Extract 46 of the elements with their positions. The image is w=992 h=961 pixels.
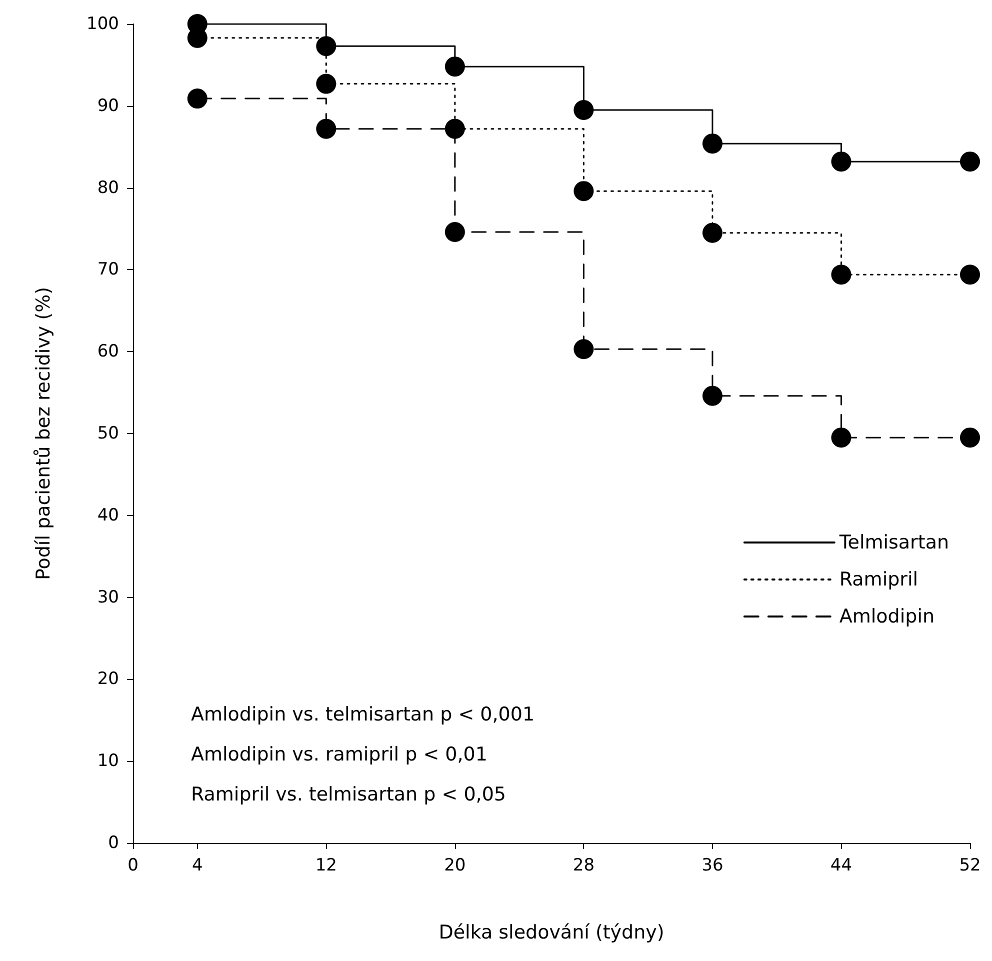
point bbox=[574, 100, 594, 120]
point bbox=[444, 222, 465, 242]
point bbox=[831, 428, 852, 448]
point bbox=[960, 264, 980, 285]
y-tick-label: 20 bbox=[97, 669, 119, 690]
point bbox=[316, 36, 336, 56]
point bbox=[316, 74, 336, 94]
legend-label: Ramipril bbox=[839, 568, 918, 590]
y-tick-label: 40 bbox=[97, 505, 119, 526]
y-tick-label: 90 bbox=[97, 96, 119, 116]
x-tick-label: 52 bbox=[959, 856, 981, 876]
x-axis-title: Délka sledování (týdny) bbox=[438, 922, 664, 944]
annotation: Amlodipin vs. telmisartan p < 0,001 bbox=[191, 704, 535, 726]
point bbox=[702, 222, 722, 243]
point bbox=[831, 264, 852, 285]
y-axis-title: Podíl pacientů bez recidivy (%) bbox=[32, 286, 54, 580]
x-tick-label: 0 bbox=[128, 856, 138, 876]
point bbox=[831, 152, 852, 172]
point bbox=[574, 181, 594, 202]
legend-label: Telmisartan bbox=[838, 532, 950, 554]
x-tick-label: 36 bbox=[702, 856, 724, 876]
x-tick-label: 20 bbox=[444, 856, 466, 876]
point bbox=[444, 118, 465, 139]
point bbox=[960, 152, 980, 172]
point bbox=[702, 134, 722, 154]
x-tick-label: 4 bbox=[192, 856, 203, 876]
point bbox=[444, 56, 465, 77]
x-tick-label: 44 bbox=[830, 856, 852, 876]
y-tick-label: 100 bbox=[86, 14, 119, 34]
point bbox=[702, 386, 722, 406]
point bbox=[960, 428, 980, 448]
y-tick-label: 50 bbox=[97, 424, 119, 444]
y-tick-label: 70 bbox=[97, 260, 119, 280]
point bbox=[316, 118, 336, 139]
point bbox=[574, 339, 594, 360]
x-tick-label: 28 bbox=[572, 856, 595, 876]
y-tick-label: 0 bbox=[108, 833, 119, 853]
y-tick-label: 10 bbox=[97, 751, 119, 772]
annotation: Amlodipin vs. ramipril p < 0,01 bbox=[191, 744, 488, 766]
y-tick-label: 30 bbox=[97, 587, 119, 608]
point bbox=[187, 88, 208, 109]
legend-label: Amlodipin bbox=[839, 606, 935, 628]
x-tick-label: 12 bbox=[315, 856, 337, 876]
y-tick-label: 60 bbox=[97, 342, 119, 362]
y-tick-label: 80 bbox=[97, 178, 119, 198]
annotation: Ramipril vs. telmisartan p < 0,05 bbox=[191, 784, 506, 806]
